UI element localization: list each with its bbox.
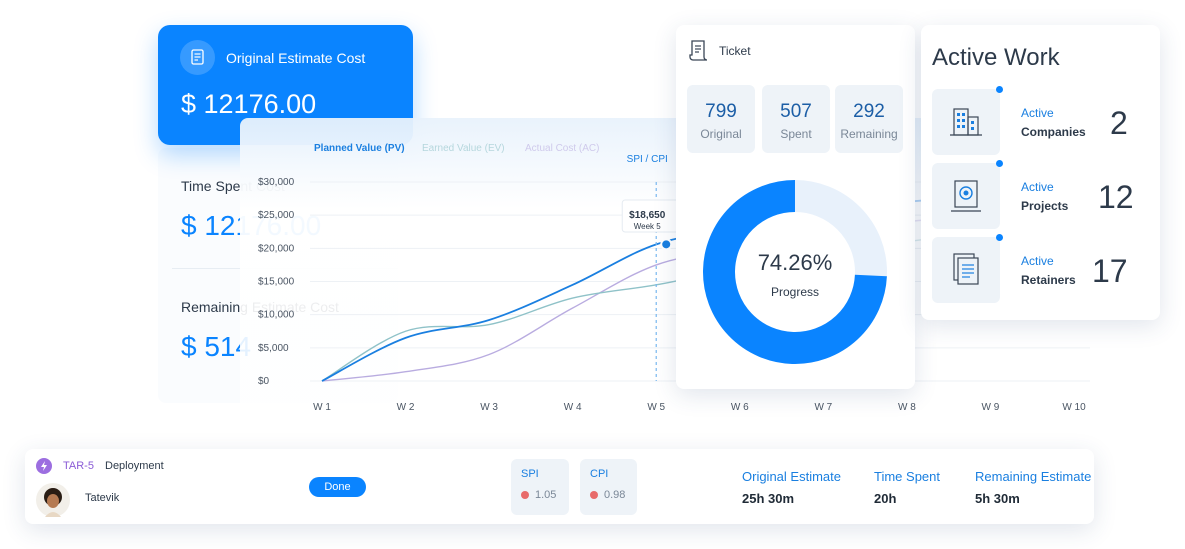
active-work-title: Active Work <box>932 44 1060 71</box>
cpi-dot <box>590 491 598 499</box>
status-dot <box>996 86 1003 93</box>
spi-box: SPI 1.05 <box>511 459 569 515</box>
status-dot <box>996 160 1003 167</box>
cpi-value: 0.98 <box>604 489 626 501</box>
y-tick-label: $25,000 <box>258 210 295 221</box>
y-tick-label: $5,000 <box>258 343 289 354</box>
cpi-box: CPI 0.98 <box>580 459 637 515</box>
companies-icon <box>950 108 982 136</box>
progress-value: 74.26% <box>758 250 833 275</box>
y-tick-label: $20,000 <box>258 243 295 254</box>
x-tick-label: W 3 <box>480 402 498 413</box>
stat-number: 507 <box>780 101 812 122</box>
item-prefix: Active <box>1021 254 1054 268</box>
metric-value: 5h 30m <box>975 491 1020 506</box>
x-tick-label: W 2 <box>397 402 415 413</box>
x-tick-label: W 7 <box>814 402 832 413</box>
y-tick-label: $15,000 <box>258 277 295 288</box>
item-label: Projects <box>1021 199 1069 213</box>
highlight-point <box>660 238 673 251</box>
avatar <box>36 483 70 517</box>
metric-value: 25h 30m <box>742 491 795 506</box>
progress-donut: 74.26% Progress <box>703 180 887 364</box>
status-button[interactable]: Done <box>309 477 366 497</box>
ticket-title: Ticket <box>719 44 751 58</box>
status-dot <box>996 234 1003 241</box>
estimate-title: Original Estimate Cost <box>226 50 366 66</box>
metric-value: 20h <box>874 491 897 506</box>
metric-label: Remaining Estimate <box>975 469 1092 484</box>
stat-number: 799 <box>705 101 737 122</box>
stat-label: Spent <box>780 127 812 141</box>
progress-caption: Progress <box>771 285 819 299</box>
ticket-card: Ticket 799 Original 507 Spent 292 Remaining… <box>676 25 915 389</box>
cost-value: $ 514 <box>181 331 252 362</box>
legend-entry: Actual Cost (AC) <box>525 143 599 154</box>
cpi-label: CPI <box>590 468 609 480</box>
spi-value: 1.05 <box>535 489 557 501</box>
icon-box <box>932 160 1003 229</box>
tooltip-label: Week 5 <box>634 222 662 231</box>
retainers-icon <box>953 253 979 285</box>
item-label: Companies <box>1021 125 1086 139</box>
metric-label: Original Estimate <box>742 469 841 484</box>
annotation: SPI / CPI <box>627 154 668 165</box>
y-tick-label: $0 <box>258 376 270 387</box>
item-prefix: Active <box>1021 180 1054 194</box>
item-count: 2 <box>1110 105 1128 141</box>
tooltip-value: $18,650 <box>629 210 666 221</box>
item-count: 17 <box>1092 253 1128 289</box>
progress-arc <box>703 180 887 364</box>
stat-box: 799 Original <box>687 85 755 153</box>
stat-box: 507 Spent <box>762 85 830 153</box>
x-tick-label: W 1 <box>313 402 331 413</box>
task-bar: TAR-5 Deployment Tatevik Done SPI 1.05 C… <box>25 449 1094 524</box>
active-work-card: Active Work Active Companies 2 Active Pr… <box>921 25 1160 320</box>
task-key: TAR-5 <box>63 460 94 472</box>
y-tick-label: $30,000 <box>258 177 295 188</box>
legend-entry: Earned Value (EV) <box>422 143 505 154</box>
estimate-value: $ 12176.00 <box>181 89 317 119</box>
stat-label: Remaining <box>840 127 898 141</box>
legend-entry: Planned Value (PV) <box>314 143 405 154</box>
projects-icon <box>951 180 981 212</box>
x-tick-label: W 10 <box>1062 402 1086 413</box>
estimate-icon <box>180 40 215 75</box>
x-tick-label: W 6 <box>731 402 749 413</box>
y-tick-label: $10,000 <box>258 310 295 321</box>
stat-label: Original <box>700 127 742 141</box>
ticket-icon <box>689 40 708 61</box>
spi-dot <box>521 491 529 499</box>
spi-label: SPI <box>521 468 539 480</box>
item-prefix: Active <box>1021 106 1054 120</box>
x-tick-label: W 4 <box>564 402 582 413</box>
stat-box: 292 Remaining <box>835 85 903 153</box>
item-label: Retainers <box>1021 273 1076 287</box>
assignee: Tatevik <box>85 492 120 504</box>
x-tick-label: W 9 <box>982 402 1000 413</box>
x-tick-label: W 5 <box>647 402 665 413</box>
metric-label: Time Spent <box>874 469 940 484</box>
icon-box <box>932 86 1003 155</box>
icon-box <box>932 234 1003 303</box>
x-tick-label: W 8 <box>898 402 916 413</box>
task-name: Deployment <box>105 460 164 472</box>
stat-number: 292 <box>853 101 885 122</box>
task-icon <box>36 458 52 474</box>
item-count: 12 <box>1098 179 1134 215</box>
